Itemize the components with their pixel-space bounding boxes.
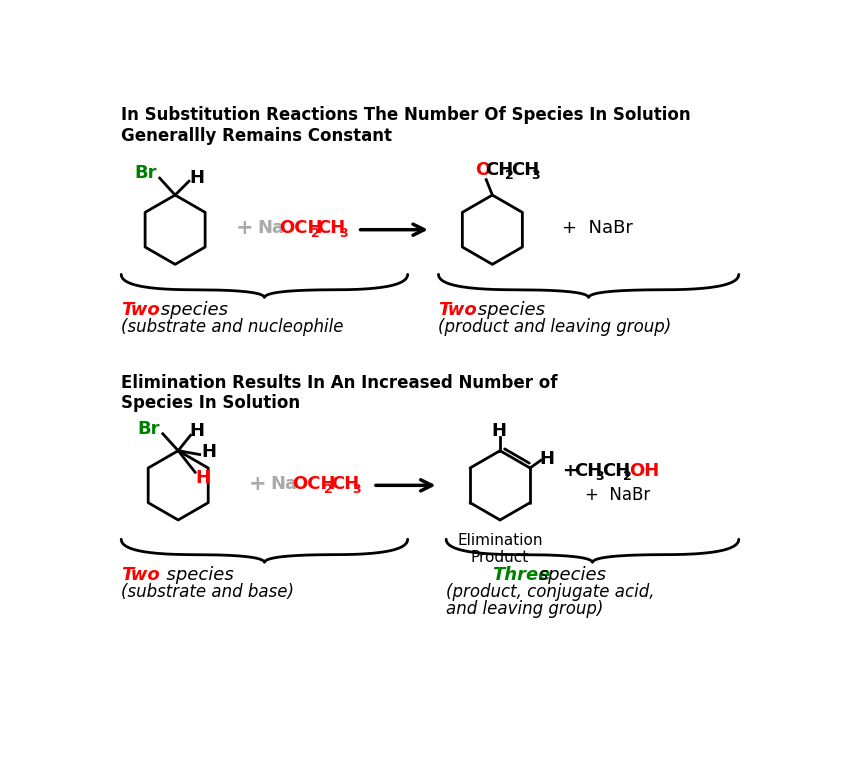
Text: CH: CH xyxy=(511,161,539,179)
Text: OH: OH xyxy=(630,462,659,480)
Text: H: H xyxy=(492,422,507,440)
Text: CH: CH xyxy=(485,161,513,179)
Text: O: O xyxy=(476,161,491,179)
Text: CH: CH xyxy=(331,475,359,493)
Text: (product and leaving group): (product and leaving group) xyxy=(439,318,672,337)
Text: species: species xyxy=(472,301,546,320)
Text: 3: 3 xyxy=(530,168,540,181)
Text: 3: 3 xyxy=(339,227,348,240)
Text: 3: 3 xyxy=(595,470,605,483)
Text: Two: Two xyxy=(121,301,160,320)
Text: species: species xyxy=(155,566,234,584)
Text: 2: 2 xyxy=(324,482,333,496)
Text: (substrate and base): (substrate and base) xyxy=(121,583,294,601)
Text: Elimination
Product: Elimination Product xyxy=(457,533,543,565)
Text: +: + xyxy=(236,218,253,238)
Text: +  NaBr: + NaBr xyxy=(584,486,650,503)
Text: H: H xyxy=(195,469,210,487)
Text: OCH: OCH xyxy=(292,475,336,493)
Text: species: species xyxy=(155,301,228,320)
Text: Two: Two xyxy=(439,301,477,320)
Text: CH: CH xyxy=(574,462,602,480)
Text: CH: CH xyxy=(602,462,630,480)
Text: species: species xyxy=(533,566,606,584)
Text: +: + xyxy=(248,474,266,494)
Text: Three: Three xyxy=(493,566,551,584)
Text: CH: CH xyxy=(317,219,346,237)
Text: 2: 2 xyxy=(312,227,320,240)
Text: +  NaBr: + NaBr xyxy=(562,219,632,237)
Text: H: H xyxy=(189,169,204,187)
Text: (substrate and nucleophile: (substrate and nucleophile xyxy=(121,318,344,337)
Text: Na: Na xyxy=(258,219,285,237)
Text: Br: Br xyxy=(138,420,160,438)
Text: +: + xyxy=(562,462,577,480)
Text: H: H xyxy=(540,450,555,468)
Text: In Substitution Reactions The Number Of Species In Solution
Generallly Remains C: In Substitution Reactions The Number Of … xyxy=(121,107,690,145)
Text: H: H xyxy=(201,443,216,461)
Text: (product, conjugate acid,: (product, conjugate acid, xyxy=(446,583,655,601)
Text: 2: 2 xyxy=(504,168,514,181)
Text: Two: Two xyxy=(121,566,160,584)
Text: Elimination Results In An Increased Number of
Species In Solution: Elimination Results In An Increased Numb… xyxy=(121,374,557,412)
Text: OCH: OCH xyxy=(279,219,322,237)
Text: Br: Br xyxy=(135,164,157,182)
Text: 2: 2 xyxy=(623,470,632,483)
Text: 3: 3 xyxy=(352,482,361,496)
Text: and leaving group): and leaving group) xyxy=(446,600,604,618)
Text: Na: Na xyxy=(270,475,297,493)
Text: H: H xyxy=(189,422,204,440)
